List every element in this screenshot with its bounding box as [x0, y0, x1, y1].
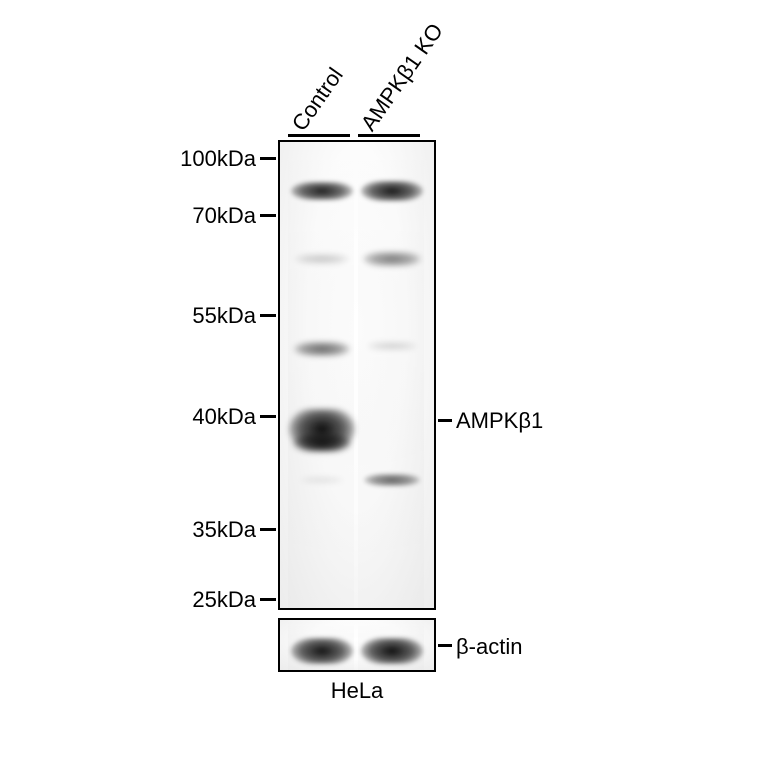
lane-underline-ko	[358, 134, 420, 137]
band	[291, 638, 353, 664]
ladder-tick-100	[260, 157, 276, 160]
annot-label-bactin: β-actin	[456, 634, 522, 660]
cell-line-label: HeLa	[278, 678, 436, 704]
lane-label-control: Control	[287, 63, 349, 136]
ladder-tick-25	[260, 598, 276, 601]
annot-label-ampkb1: AMPKβ1	[456, 408, 543, 434]
band	[293, 434, 351, 452]
band	[295, 254, 349, 264]
ladder-label-25: 25kDa	[166, 587, 256, 613]
ladder-label-40: 40kDa	[166, 404, 256, 430]
band	[291, 182, 353, 200]
lane-bg-control	[288, 142, 354, 608]
ladder-label-55: 55kDa	[166, 303, 256, 329]
band	[294, 342, 350, 356]
band	[361, 181, 423, 201]
ladder-label-35: 35kDa	[166, 517, 256, 543]
ladder-tick-35	[260, 528, 276, 531]
blot-panel-main	[278, 140, 436, 610]
band	[300, 477, 344, 483]
ladder-tick-70	[260, 214, 276, 217]
ladder-tick-40	[260, 415, 276, 418]
band	[361, 638, 423, 664]
annot-tick-bactin	[438, 644, 452, 647]
band	[363, 252, 421, 266]
band	[364, 474, 420, 486]
lane-label-ko: AMPKβ1 KO	[356, 19, 449, 136]
ladder-label-100: 100kDa	[166, 146, 256, 172]
ladder-label-70: 70kDa	[166, 203, 256, 229]
annot-tick-ampkb1	[438, 419, 452, 422]
lane-underline-control	[288, 134, 350, 137]
band	[367, 342, 417, 350]
blot-panel-actin	[278, 618, 436, 672]
lane-bg-ko	[358, 142, 424, 608]
figure-western-blot: Control AMPKβ1 KO 100kDa 70kDa 55kDa 40k…	[0, 0, 764, 764]
ladder-tick-55	[260, 314, 276, 317]
